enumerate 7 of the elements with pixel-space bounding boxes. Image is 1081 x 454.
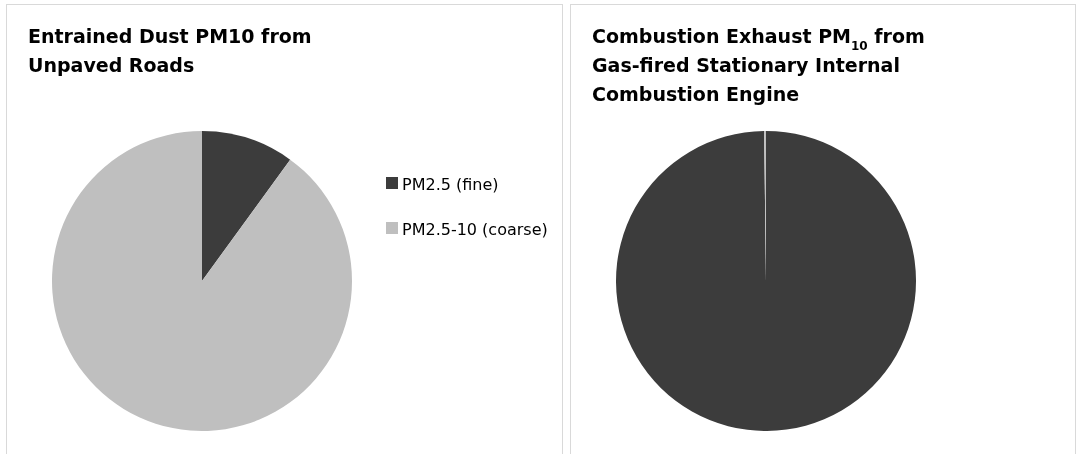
pie-slice	[52, 131, 352, 431]
pie-slice	[202, 131, 291, 281]
chart-title: Combustion Exhaust PM$_{10}$ from Gas-fired Stationary Internal Combustion Engine	[592, 25, 925, 105]
pie-slice	[616, 131, 916, 431]
chart-title: Entrained Dust PM10 from Unpaved Roads	[28, 25, 312, 76]
legend-label: PM2.5 (fine)	[402, 175, 499, 194]
legend-label: PM2.5-10 (coarse)	[402, 220, 548, 239]
